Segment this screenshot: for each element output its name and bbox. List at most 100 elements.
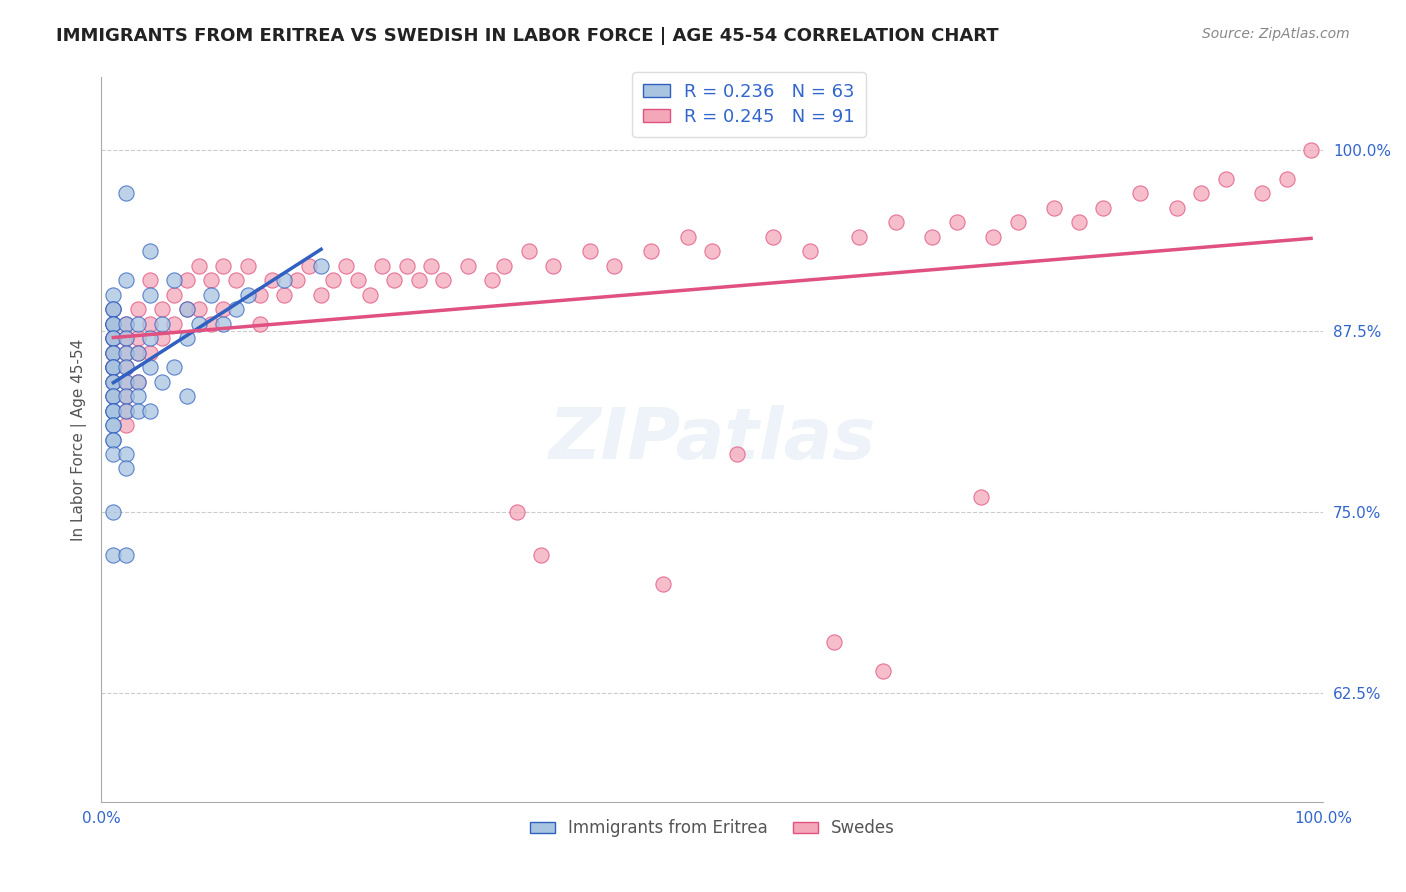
Point: [127, 389, 149, 403]
Point: [163, 317, 186, 331]
Point: [921, 229, 943, 244]
Point: [103, 360, 125, 375]
Point: [1189, 186, 1212, 201]
Point: [384, 273, 406, 287]
Point: [127, 331, 149, 345]
Point: [603, 259, 626, 273]
Point: [1215, 171, 1237, 186]
Point: [103, 317, 125, 331]
Point: [225, 273, 247, 287]
Point: [848, 229, 870, 244]
Point: [1275, 171, 1298, 186]
Point: [322, 273, 344, 287]
Point: [262, 273, 284, 287]
Point: [103, 345, 125, 359]
Point: [103, 331, 125, 345]
Point: [823, 635, 845, 649]
Point: [114, 375, 136, 389]
Point: [187, 302, 209, 317]
Point: [371, 259, 394, 273]
Point: [103, 403, 125, 417]
Point: [103, 360, 125, 375]
Point: [103, 331, 125, 345]
Point: [225, 302, 247, 317]
Point: [176, 302, 198, 317]
Point: [236, 287, 259, 301]
Point: [103, 389, 125, 403]
Point: [114, 375, 136, 389]
Point: [139, 273, 162, 287]
Point: [114, 403, 136, 417]
Point: [103, 317, 125, 331]
Point: [103, 433, 125, 447]
Point: [163, 287, 186, 301]
Point: [200, 287, 222, 301]
Point: [494, 259, 516, 273]
Point: [114, 186, 136, 201]
Point: [200, 317, 222, 331]
Point: [139, 287, 162, 301]
Point: [103, 375, 125, 389]
Point: [395, 259, 418, 273]
Point: [530, 549, 553, 563]
Point: [114, 549, 136, 563]
Point: [103, 360, 125, 375]
Point: [114, 360, 136, 375]
Point: [702, 244, 724, 259]
Point: [420, 259, 443, 273]
Point: [163, 273, 186, 287]
Point: [150, 317, 173, 331]
Point: [249, 287, 271, 301]
Point: [114, 331, 136, 345]
Point: [346, 273, 368, 287]
Point: [249, 317, 271, 331]
Point: [273, 273, 295, 287]
Point: [505, 505, 527, 519]
Point: [127, 403, 149, 417]
Point: [103, 360, 125, 375]
Point: [176, 302, 198, 317]
Point: [1007, 215, 1029, 229]
Point: [335, 259, 357, 273]
Point: [1166, 201, 1188, 215]
Point: [273, 287, 295, 301]
Point: [150, 375, 173, 389]
Point: [114, 273, 136, 287]
Point: [103, 345, 125, 359]
Point: [103, 389, 125, 403]
Point: [309, 259, 332, 273]
Text: Source: ZipAtlas.com: Source: ZipAtlas.com: [1202, 27, 1350, 41]
Point: [1299, 143, 1322, 157]
Point: [103, 345, 125, 359]
Point: [139, 345, 162, 359]
Point: [103, 403, 125, 417]
Point: [945, 215, 967, 229]
Point: [139, 331, 162, 345]
Point: [163, 360, 186, 375]
Point: [176, 331, 198, 345]
Point: [114, 345, 136, 359]
Point: [139, 360, 162, 375]
Point: [139, 244, 162, 259]
Point: [359, 287, 381, 301]
Point: [103, 317, 125, 331]
Point: [127, 375, 149, 389]
Point: [114, 331, 136, 345]
Point: [187, 317, 209, 331]
Point: [457, 259, 479, 273]
Point: [1092, 201, 1115, 215]
Point: [114, 345, 136, 359]
Point: [139, 403, 162, 417]
Point: [103, 549, 125, 563]
Point: [1043, 201, 1066, 215]
Point: [103, 403, 125, 417]
Point: [114, 389, 136, 403]
Point: [103, 345, 125, 359]
Point: [150, 302, 173, 317]
Point: [127, 345, 149, 359]
Point: [103, 375, 125, 389]
Point: [103, 447, 125, 461]
Point: [187, 259, 209, 273]
Point: [114, 403, 136, 417]
Point: [543, 259, 565, 273]
